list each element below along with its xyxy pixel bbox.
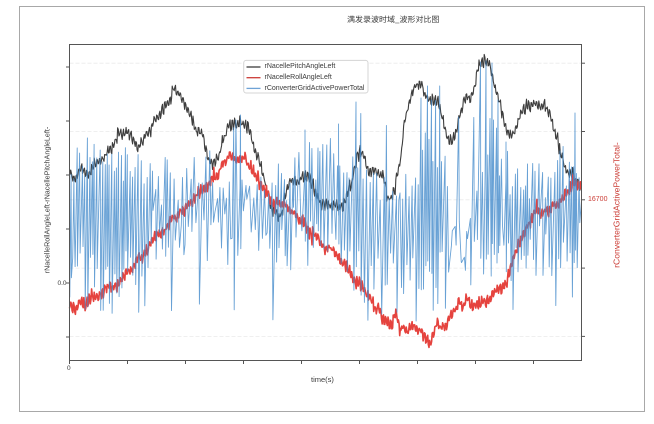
svg-text:rConverterGridActivePowerTotal: rConverterGridActivePowerTotal- xyxy=(612,142,622,268)
svg-text:rNacelleRollAngleLeft-rNacelle: rNacelleRollAngleLeft-rNacellePitchAngle… xyxy=(42,126,51,273)
